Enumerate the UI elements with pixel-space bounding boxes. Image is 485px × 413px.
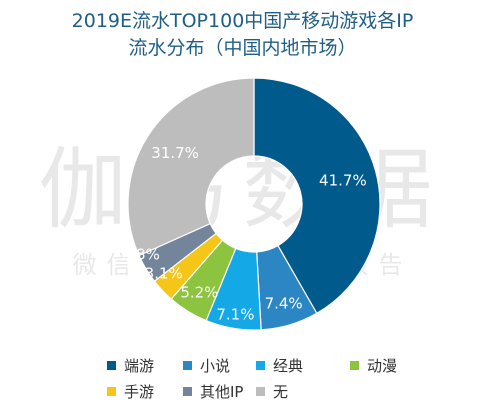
legend-swatch [183,386,192,396]
donut-value-labels: 41.7% 7.4% 7.1% 5.2%3.1%3.8% 31.7% [122,144,367,324]
value-label-2: 7.4% [265,295,303,313]
legend-swatch [256,360,265,370]
chart-title: 2019E流水TOP100中国产移动游戏各IP 流水分布（中国内地市场） [0,8,485,62]
legend-item-5: 手游 [107,380,154,402]
legend-label: 其他IP [200,382,244,401]
value-label-3: 7.1% [216,305,254,323]
legend-swatch [183,360,192,370]
legend-item-7: 无 [256,380,288,402]
legend-swatch [256,386,265,396]
legend-label: 手游 [124,382,155,401]
donut-slice-7 [127,77,255,257]
value-label-7: 31.7% [151,144,199,162]
chart-title-line2: 流水分布（中国内地市场） [128,37,357,59]
chart-legend: 端游 小说 经典 动漫手游 其他IP 无 [0,354,485,410]
legend-item-6: 其他IP [183,380,243,402]
legend-item-1: 端游 [107,354,154,376]
donut-slices [127,77,381,331]
value-label-5: 3.1% [145,265,183,283]
legend-label: 动漫 [367,356,398,375]
legend-item-3: 经典 [256,354,303,376]
value-label-1: 41.7% [319,171,367,189]
legend-swatch [107,360,116,370]
legend-label: 经典 [273,356,304,375]
value-label-6: 3.8% [122,246,160,264]
donut-slice-1 [253,77,381,315]
legend-item-2: 小说 [183,354,230,376]
legend-swatch [350,360,359,370]
value-label-4: 5.2% [180,284,218,302]
legend-item-4: 动漫 [350,354,397,376]
legend-label: 无 [273,382,289,401]
legend-label: 小说 [200,356,231,375]
chart-title-line1: 2019E流水TOP100中国产移动游戏各IP [71,10,414,32]
legend-label: 端游 [124,356,155,375]
legend-swatch [107,386,116,396]
